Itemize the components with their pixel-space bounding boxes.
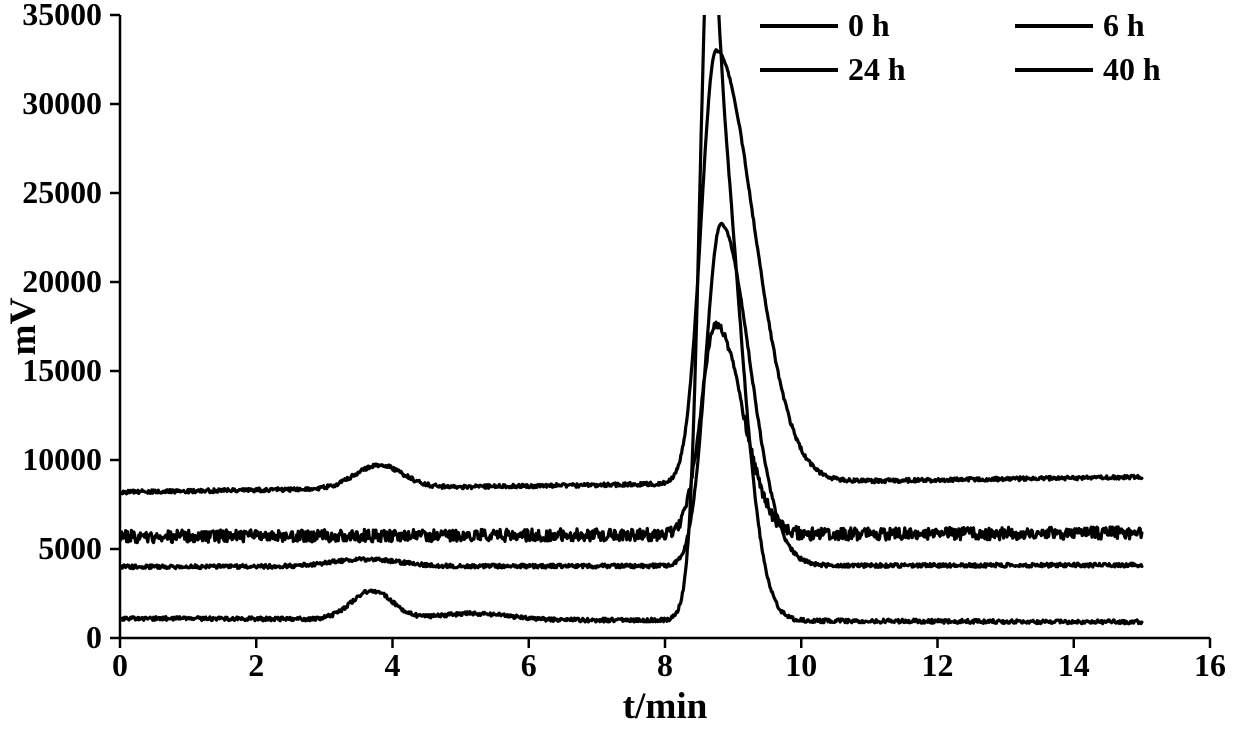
legend-label: 6 h (1103, 8, 1145, 43)
legend-swatch (1015, 68, 1093, 72)
legend-swatch (1015, 24, 1093, 28)
x-tick-label: 8 (657, 648, 673, 683)
y-tick-label: 25000 (22, 175, 102, 210)
y-tick-label: 15000 (22, 353, 102, 388)
y-tick-label: 0 (86, 620, 102, 655)
legend-label: 24 h (848, 52, 906, 87)
series-line-0 (120, 50, 1142, 494)
chromatogram-chart: 0 2 4 6 8 10 12 14 16 0 5000 10000 15000 20000 25000 30… (0, 0, 1240, 731)
x-tick-label: 4 (385, 648, 401, 683)
x-axis-title: t/min (623, 686, 708, 727)
y-tick-label: 5000 (38, 531, 102, 566)
x-tick-label: 0 (112, 648, 128, 683)
x-tick-label: 6 (521, 648, 537, 683)
y-tick-label: 20000 (22, 264, 102, 299)
legend-label: 40 h (1103, 52, 1161, 87)
y-tick-label: 30000 (22, 86, 102, 121)
y-tick-label: 35000 (22, 0, 102, 32)
series-line-1 (120, 322, 1142, 542)
x-tick-label: 2 (248, 648, 264, 683)
chart-container: 0 2 4 6 8 10 12 14 16 0 5000 10000 15000 20000 25000 30… (0, 0, 1240, 731)
series-line-2 (120, 223, 1142, 568)
legend-swatch (760, 24, 838, 28)
y-axis-title: mV (3, 297, 44, 355)
x-tick-label: 10 (785, 648, 817, 683)
x-tick-label: 14 (1058, 648, 1090, 683)
x-tick-label: 16 (1194, 648, 1226, 683)
legend-swatch (760, 68, 838, 72)
y-tick-label: 10000 (22, 442, 102, 477)
legend-label: 0 h (848, 8, 890, 43)
x-tick-label: 12 (922, 648, 954, 683)
